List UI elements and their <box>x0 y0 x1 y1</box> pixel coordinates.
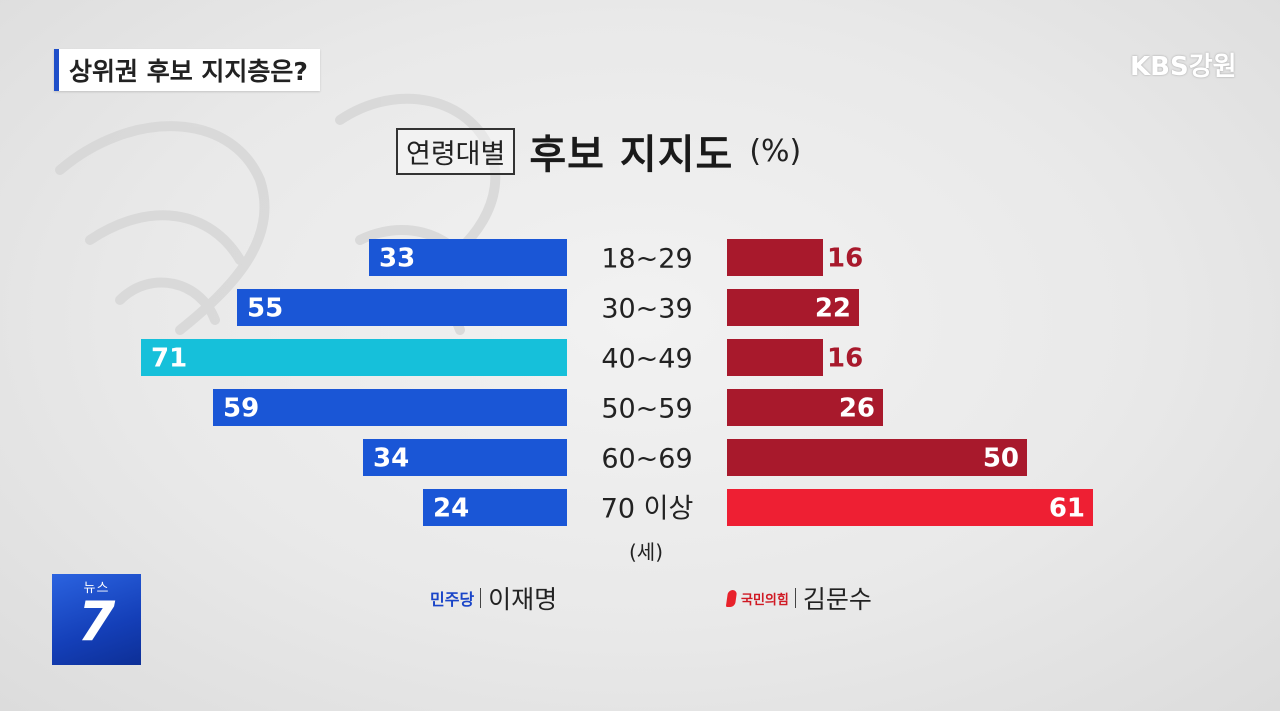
chart-heading: 연령대별 후보 지지도 (%) <box>396 124 801 178</box>
badge-number: 7 <box>77 590 116 653</box>
bar-left-label-4: 34 <box>373 444 409 474</box>
legend-right: 국민의힘 김문수 <box>725 578 872 618</box>
legend-separator <box>794 588 796 608</box>
segment-title: 상위권 후보 지지층은? <box>54 49 320 91</box>
heading-boxed-label: 연령대별 <box>396 127 516 175</box>
bar-left-1 <box>237 289 567 326</box>
category-label-0: 18~29 <box>601 244 692 275</box>
bar-left-0 <box>369 239 567 276</box>
age-unit-note: (세) <box>629 540 664 564</box>
bar-right-label-1: 22 <box>815 294 851 324</box>
people-power-party-logo: 국민의힘 <box>741 592 789 608</box>
kbs-logo: KBS강원 <box>1130 52 1237 82</box>
category-label-3: 50~59 <box>601 394 692 425</box>
bar-right-label-4: 50 <box>983 444 1019 474</box>
bar-right-3 <box>727 389 883 426</box>
legend-separator <box>480 588 482 608</box>
category-label-1: 30~39 <box>601 294 692 325</box>
legend-candidate-left: 이재명 <box>488 585 558 614</box>
legend-left: 민주당 이재명 <box>430 578 557 618</box>
bar-left-4 <box>363 439 567 476</box>
category-label-5: 70 이상 <box>601 494 694 525</box>
bar-left-label-0: 33 <box>379 244 415 274</box>
bar-right-4 <box>727 439 1027 476</box>
bar-left-2 <box>141 339 567 376</box>
people-power-party-icon <box>725 589 738 607</box>
bar-right-5 <box>727 489 1093 526</box>
category-label-2: 40~49 <box>601 344 692 375</box>
bar-left-label-1: 55 <box>247 294 283 324</box>
news7-badge: 뉴스 7 <box>52 574 141 665</box>
bar-right-label-0: 16 <box>827 244 863 274</box>
bar-left-label-5: 24 <box>433 494 469 524</box>
bar-left-label-3: 59 <box>223 394 259 424</box>
heading-unit-label: (%) <box>749 133 802 169</box>
bar-right-2 <box>727 339 823 376</box>
bar-right-label-3: 26 <box>839 394 875 424</box>
bar-right-1 <box>727 289 859 326</box>
bar-left-label-2: 71 <box>151 344 187 374</box>
badge-top-text: 뉴스 <box>83 581 110 596</box>
heading-main-label: 후보 지지도 <box>529 132 734 178</box>
segment-title-text: 상위권 후보 지지층은? <box>69 57 308 86</box>
category-label-4: 60~69 <box>601 444 692 475</box>
bar-right-label-2: 16 <box>827 344 863 374</box>
democratic-party-logo: 민주당 <box>430 590 475 609</box>
bar-right-label-5: 61 <box>1049 494 1085 524</box>
bar-left-3 <box>213 389 567 426</box>
bar-right-0 <box>727 239 823 276</box>
legend-candidate-right: 김문수 <box>802 585 872 614</box>
bar-left-5 <box>423 489 567 526</box>
